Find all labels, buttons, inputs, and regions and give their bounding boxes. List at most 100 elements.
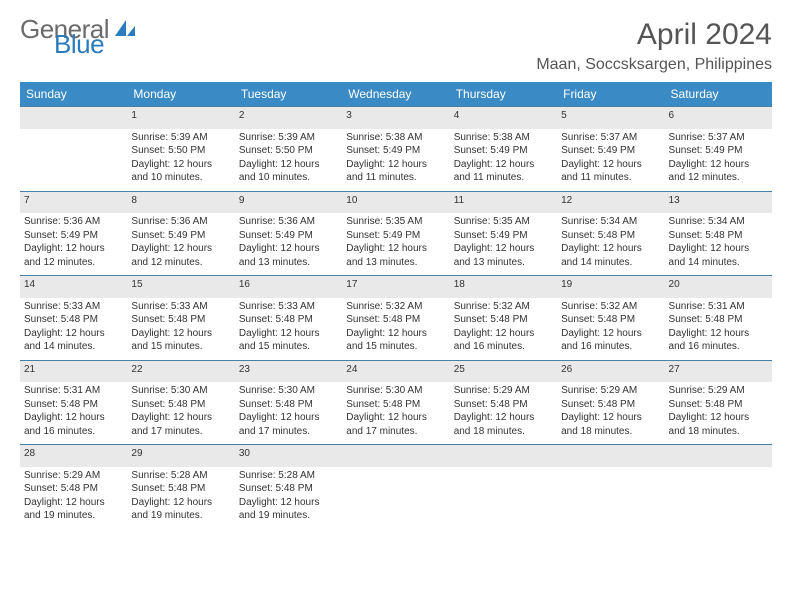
day-number-cell: 14 [20, 276, 127, 298]
day-number-cell: 3 [342, 107, 449, 129]
daylight-text: and 12 minutes. [24, 256, 123, 270]
day-detail-cell: Sunrise: 5:33 AMSunset: 5:48 PMDaylight:… [127, 298, 234, 361]
weekday-header: Wednesday [342, 82, 449, 107]
daylight-text: and 10 minutes. [239, 171, 338, 185]
day-number: 25 [454, 364, 465, 375]
weekday-header: Sunday [20, 82, 127, 107]
day-number-cell: 4 [450, 107, 557, 129]
day-detail-cell: Sunrise: 5:28 AMSunset: 5:48 PMDaylight:… [235, 467, 342, 529]
day-number-cell: 22 [127, 360, 234, 382]
day-detail-cell: Sunrise: 5:29 AMSunset: 5:48 PMDaylight:… [20, 467, 127, 529]
sunrise-text: Sunrise: 5:34 AM [669, 215, 768, 229]
day-number-cell: 19 [557, 276, 664, 298]
daylight-text: Daylight: 12 hours [454, 242, 553, 256]
sunrise-text: Sunrise: 5:29 AM [454, 384, 553, 398]
day-number-cell: 28 [20, 445, 127, 467]
day-number-cell: 18 [450, 276, 557, 298]
sunrise-text: Sunrise: 5:38 AM [454, 131, 553, 145]
day-detail-row: Sunrise: 5:31 AMSunset: 5:48 PMDaylight:… [20, 382, 772, 445]
day-number: 26 [561, 364, 572, 375]
logo-text-blue: Blue [54, 33, 137, 55]
sunrise-text: Sunrise: 5:32 AM [346, 300, 445, 314]
day-number-cell: 13 [665, 191, 772, 213]
daylight-text: and 16 minutes. [24, 425, 123, 439]
day-number: 30 [239, 448, 250, 459]
day-number: 14 [24, 279, 35, 290]
daylight-text: Daylight: 12 hours [239, 242, 338, 256]
daylight-text: and 11 minutes. [454, 171, 553, 185]
sunset-text: Sunset: 5:48 PM [239, 398, 338, 412]
sunrise-text: Sunrise: 5:34 AM [561, 215, 660, 229]
sunrise-text: Sunrise: 5:30 AM [239, 384, 338, 398]
day-number-cell: 16 [235, 276, 342, 298]
day-detail-cell [665, 467, 772, 529]
daylight-text: and 15 minutes. [239, 340, 338, 354]
daylight-text: and 15 minutes. [346, 340, 445, 354]
weekday-header: Tuesday [235, 82, 342, 107]
sunrise-text: Sunrise: 5:35 AM [346, 215, 445, 229]
day-number: 20 [669, 279, 680, 290]
day-number-cell: 9 [235, 191, 342, 213]
daylight-text: Daylight: 12 hours [24, 496, 123, 510]
daylight-text: Daylight: 12 hours [24, 327, 123, 341]
day-number: 29 [131, 448, 142, 459]
header: General Blue April 2024 Maan, Soccsksarg… [20, 18, 772, 74]
day-number: 27 [669, 364, 680, 375]
day-number-cell: 5 [557, 107, 664, 129]
sunset-text: Sunset: 5:49 PM [561, 144, 660, 158]
day-detail-cell: Sunrise: 5:30 AMSunset: 5:48 PMDaylight:… [235, 382, 342, 445]
day-detail-cell: Sunrise: 5:32 AMSunset: 5:48 PMDaylight:… [342, 298, 449, 361]
day-number-cell: 27 [665, 360, 772, 382]
day-number-cell: 1 [127, 107, 234, 129]
day-number-row: 28 29 30 [20, 445, 772, 467]
sunset-text: Sunset: 5:48 PM [24, 313, 123, 327]
day-number-cell: 7 [20, 191, 127, 213]
title-block: April 2024 Maan, Soccsksargen, Philippin… [536, 18, 772, 74]
day-number-cell: 24 [342, 360, 449, 382]
day-number-row: 123456 [20, 107, 772, 129]
sunrise-text: Sunrise: 5:37 AM [669, 131, 768, 145]
sunset-text: Sunset: 5:48 PM [346, 313, 445, 327]
day-number: 23 [239, 364, 250, 375]
sunset-text: Sunset: 5:48 PM [561, 398, 660, 412]
daylight-text: Daylight: 12 hours [346, 327, 445, 341]
daylight-text: Daylight: 12 hours [454, 327, 553, 341]
daylight-text: and 14 minutes. [24, 340, 123, 354]
day-detail-cell: Sunrise: 5:38 AMSunset: 5:49 PMDaylight:… [450, 129, 557, 192]
daylight-text: Daylight: 12 hours [131, 327, 230, 341]
day-number-cell: 10 [342, 191, 449, 213]
daylight-text: and 18 minutes. [454, 425, 553, 439]
sunrise-text: Sunrise: 5:33 AM [239, 300, 338, 314]
day-number-row: 78910111213 [20, 191, 772, 213]
sunset-text: Sunset: 5:48 PM [131, 313, 230, 327]
sunset-text: Sunset: 5:48 PM [561, 313, 660, 327]
sunset-text: Sunset: 5:49 PM [24, 229, 123, 243]
day-number: 3 [346, 110, 352, 121]
sunset-text: Sunset: 5:49 PM [346, 229, 445, 243]
sunrise-text: Sunrise: 5:36 AM [239, 215, 338, 229]
weekday-header: Monday [127, 82, 234, 107]
sunrise-text: Sunrise: 5:36 AM [24, 215, 123, 229]
sunrise-text: Sunrise: 5:31 AM [24, 384, 123, 398]
sunset-text: Sunset: 5:49 PM [131, 229, 230, 243]
day-detail-cell: Sunrise: 5:32 AMSunset: 5:48 PMDaylight:… [450, 298, 557, 361]
sunset-text: Sunset: 5:48 PM [669, 229, 768, 243]
day-detail-cell: Sunrise: 5:39 AMSunset: 5:50 PMDaylight:… [127, 129, 234, 192]
day-detail-row: Sunrise: 5:36 AMSunset: 5:49 PMDaylight:… [20, 213, 772, 276]
day-detail-cell: Sunrise: 5:29 AMSunset: 5:48 PMDaylight:… [665, 382, 772, 445]
day-detail-cell: Sunrise: 5:33 AMSunset: 5:48 PMDaylight:… [235, 298, 342, 361]
day-number-cell: 8 [127, 191, 234, 213]
sunrise-text: Sunrise: 5:33 AM [131, 300, 230, 314]
sunset-text: Sunset: 5:48 PM [454, 398, 553, 412]
sunrise-text: Sunrise: 5:37 AM [561, 131, 660, 145]
day-detail-row: Sunrise: 5:39 AMSunset: 5:50 PMDaylight:… [20, 129, 772, 192]
day-detail-cell: Sunrise: 5:34 AMSunset: 5:48 PMDaylight:… [665, 213, 772, 276]
daylight-text: and 16 minutes. [454, 340, 553, 354]
daylight-text: Daylight: 12 hours [346, 242, 445, 256]
sunrise-text: Sunrise: 5:28 AM [239, 469, 338, 483]
daylight-text: and 17 minutes. [346, 425, 445, 439]
day-number: 18 [454, 279, 465, 290]
weekday-header: Friday [557, 82, 664, 107]
day-detail-cell: Sunrise: 5:38 AMSunset: 5:49 PMDaylight:… [342, 129, 449, 192]
sunset-text: Sunset: 5:48 PM [561, 229, 660, 243]
